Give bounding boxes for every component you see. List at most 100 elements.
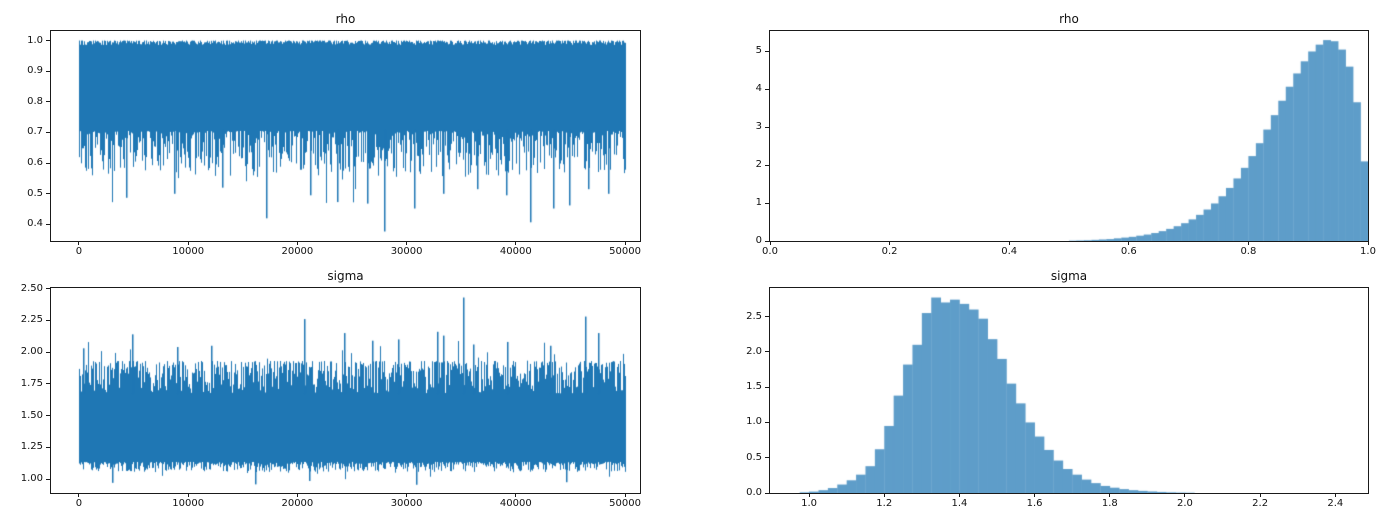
x-tick-mark [1334,493,1336,497]
x-tick-mark [1034,493,1036,497]
y-tick-mark [765,164,769,166]
x-tick-mark [1367,241,1369,245]
y-tick-label: 4 [755,83,762,95]
y-tick-mark [46,162,50,164]
x-tick-label: 2.0 [1177,498,1193,509]
x-tick-label: 50000 [609,498,641,509]
y-tick-mark [765,351,769,353]
x-tick-label: 1.0 [1360,246,1376,257]
x-tick-label: 10000 [172,498,205,509]
x-tick-label: 0.4 [1001,246,1018,257]
y-tick-mark [46,415,50,417]
y-tick-mark [46,101,50,103]
sigma-trace-plot: sigma 0 10000 20000 30000 40000 50000 1.00 1.25… [21,270,641,509]
x-tick-label: 10000 [172,246,205,257]
x-tick-mark [958,493,960,497]
x-tick-mark [187,493,189,497]
rho-histogram-title: rho [1059,12,1079,26]
x-tick-label: 0.2 [881,246,898,257]
y-tick-mark [46,478,50,480]
y-tick-label: 3 [755,121,762,133]
rho-trace-plot: rho 0 10000 20000 30000 40000 50000 0.4 0.5 0.6 0… [27,13,641,257]
sigma-histogram-title: sigma [1050,269,1088,283]
x-tick-label: 0 [75,498,83,509]
y-tick-label: 0 [755,235,762,246]
y-tick-label: 0.8 [27,95,43,107]
x-tick-mark [515,493,517,497]
y-tick-mark [46,351,50,353]
rho-histogram-plot: rho 0.0 0.2 0.4 0.6 0.8 1.0 0 1 2 3 4 5 [756,13,1376,257]
y-tick-label: 5 [755,45,762,57]
y-tick-label: 0.9 [27,65,43,77]
y-tick-label: 1.75 [20,377,43,389]
y-tick-label: 2 [755,159,762,171]
y-tick-label: 0.5 [746,451,762,463]
rho-trace-canvas [51,31,640,241]
y-tick-mark [46,383,50,385]
y-tick-mark [765,240,769,242]
x-tick-label: 0.8 [1240,246,1257,257]
x-tick-mark [883,493,885,497]
y-tick-mark [765,457,769,459]
x-tick-mark [624,241,626,245]
x-tick-label: 0 [75,246,83,257]
x-tick-mark [296,241,298,245]
rho-histogram-canvas [770,31,1368,241]
x-tick-mark [78,493,80,497]
sigma-histogram-plot: sigma 1.0 1.2 1.4 1.6 1.8 2.0 2.2 2.4 0.0 0.5 1.0 1… [746,270,1369,509]
x-tick-mark [515,241,517,245]
x-tick-label: 20000 [281,246,314,257]
y-tick-mark [765,88,769,90]
y-tick-label: 2.5 [746,310,762,322]
y-tick-mark [46,193,50,195]
y-tick-mark [46,446,50,448]
x-tick-label: 0.0 [762,246,778,257]
y-tick-label: 1 [755,197,762,209]
y-tick-label: 2.0 [746,345,762,357]
x-tick-mark [1109,493,1111,497]
x-tick-mark [1128,241,1130,245]
x-tick-mark [769,241,771,245]
y-tick-mark [765,50,769,52]
y-tick-label: 0.6 [27,157,43,169]
y-tick-mark [765,202,769,204]
x-tick-mark [808,493,810,497]
x-tick-mark [1259,493,1261,497]
x-tick-mark [1184,493,1186,497]
y-tick-mark [46,319,50,321]
x-tick-mark [296,493,298,497]
y-tick-mark [765,492,769,494]
x-tick-mark [1008,241,1010,245]
y-tick-mark [765,386,769,388]
x-tick-mark [1247,241,1249,245]
y-tick-label: 2.25 [20,314,43,326]
y-tick-label: 2.00 [20,346,43,358]
sigma-trace-title: sigma [327,269,364,283]
x-tick-label: 50000 [609,246,641,257]
y-tick-mark [765,421,769,423]
sigma-histogram-canvas [770,288,1368,493]
y-tick-label: 0.7 [27,126,43,138]
x-tick-label: 1.8 [1101,498,1118,509]
y-tick-label: 1.0 [746,416,762,428]
y-tick-mark [46,131,50,133]
y-tick-label: 0.5 [27,187,43,199]
y-tick-label: 1.5 [746,381,762,393]
x-tick-label: 30000 [390,498,423,509]
x-tick-label: 2.2 [1252,498,1269,509]
y-tick-label: 0.4 [27,218,43,230]
x-tick-mark [624,493,626,497]
rho-trace-title: rho [335,12,356,26]
y-tick-label: 1.25 [20,441,43,453]
y-tick-label: 1.0 [27,34,43,46]
x-tick-label: 40000 [499,498,532,509]
y-tick-mark [765,316,769,318]
x-tick-label: 1.4 [951,498,968,509]
x-tick-label: 20000 [281,498,314,509]
x-tick-mark [187,241,189,245]
y-tick-label: 1.00 [20,473,43,485]
y-tick-label: 0.0 [746,487,762,498]
x-tick-mark [406,241,408,245]
x-tick-label: 2.4 [1327,498,1344,509]
